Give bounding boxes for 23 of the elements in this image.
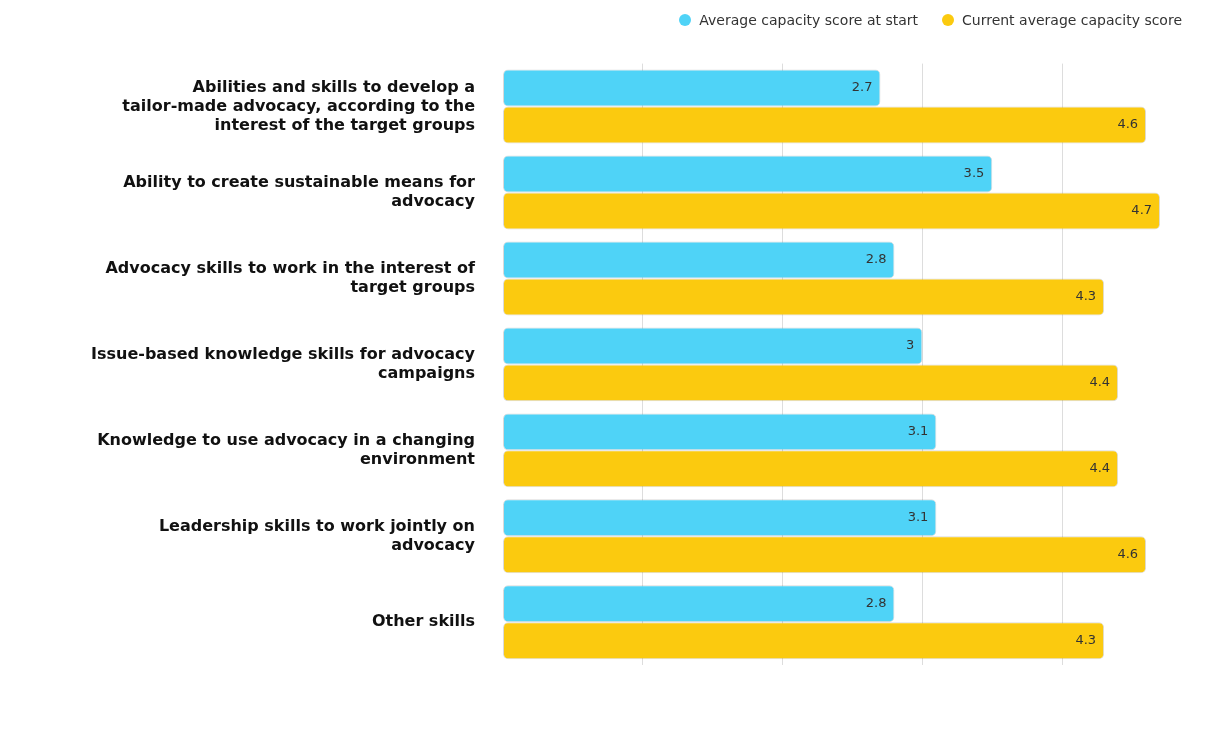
data-label: 4.3 <box>1075 288 1097 304</box>
legend-label: Average capacity score at start <box>699 12 919 28</box>
data-label: 4.6 <box>1117 546 1139 562</box>
y-tick-label: Issue-based knowledge skills for advocacy campaigns <box>91 343 476 383</box>
data-label: 4.6 <box>1117 116 1139 132</box>
y-tick-label: Abilities and skills to develop a tailor-made advocacy, according to the interest of the target groups <box>122 76 476 134</box>
data-label: 2.8 <box>865 595 887 611</box>
legend-label: Current average capacity score <box>962 12 1182 28</box>
data-label: 3.1 <box>907 423 929 439</box>
y-tick-label: Ability to create sustainable means for advocacy <box>123 172 476 211</box>
data-label: 3.1 <box>907 509 929 525</box>
data-label: 4.4 <box>1089 460 1111 476</box>
y-tick-label: Advocacy skills to work in the interest of target groups <box>105 258 477 297</box>
data-label: 3 <box>906 337 915 353</box>
data-label: 4.7 <box>1131 202 1153 218</box>
data-label: 3.5 <box>963 165 985 181</box>
y-tick-label: Other skills <box>371 611 475 631</box>
y-tick-label: Knowledge to use advocacy in a changing environment <box>97 429 476 469</box>
data-label: 4.3 <box>1075 632 1097 648</box>
y-tick-label: Leadership skills to work jointly on advocacy <box>158 515 476 555</box>
data-label: 2.7 <box>851 79 873 95</box>
data-label: 2.8 <box>865 251 887 267</box>
data-label: 4.4 <box>1089 374 1111 390</box>
